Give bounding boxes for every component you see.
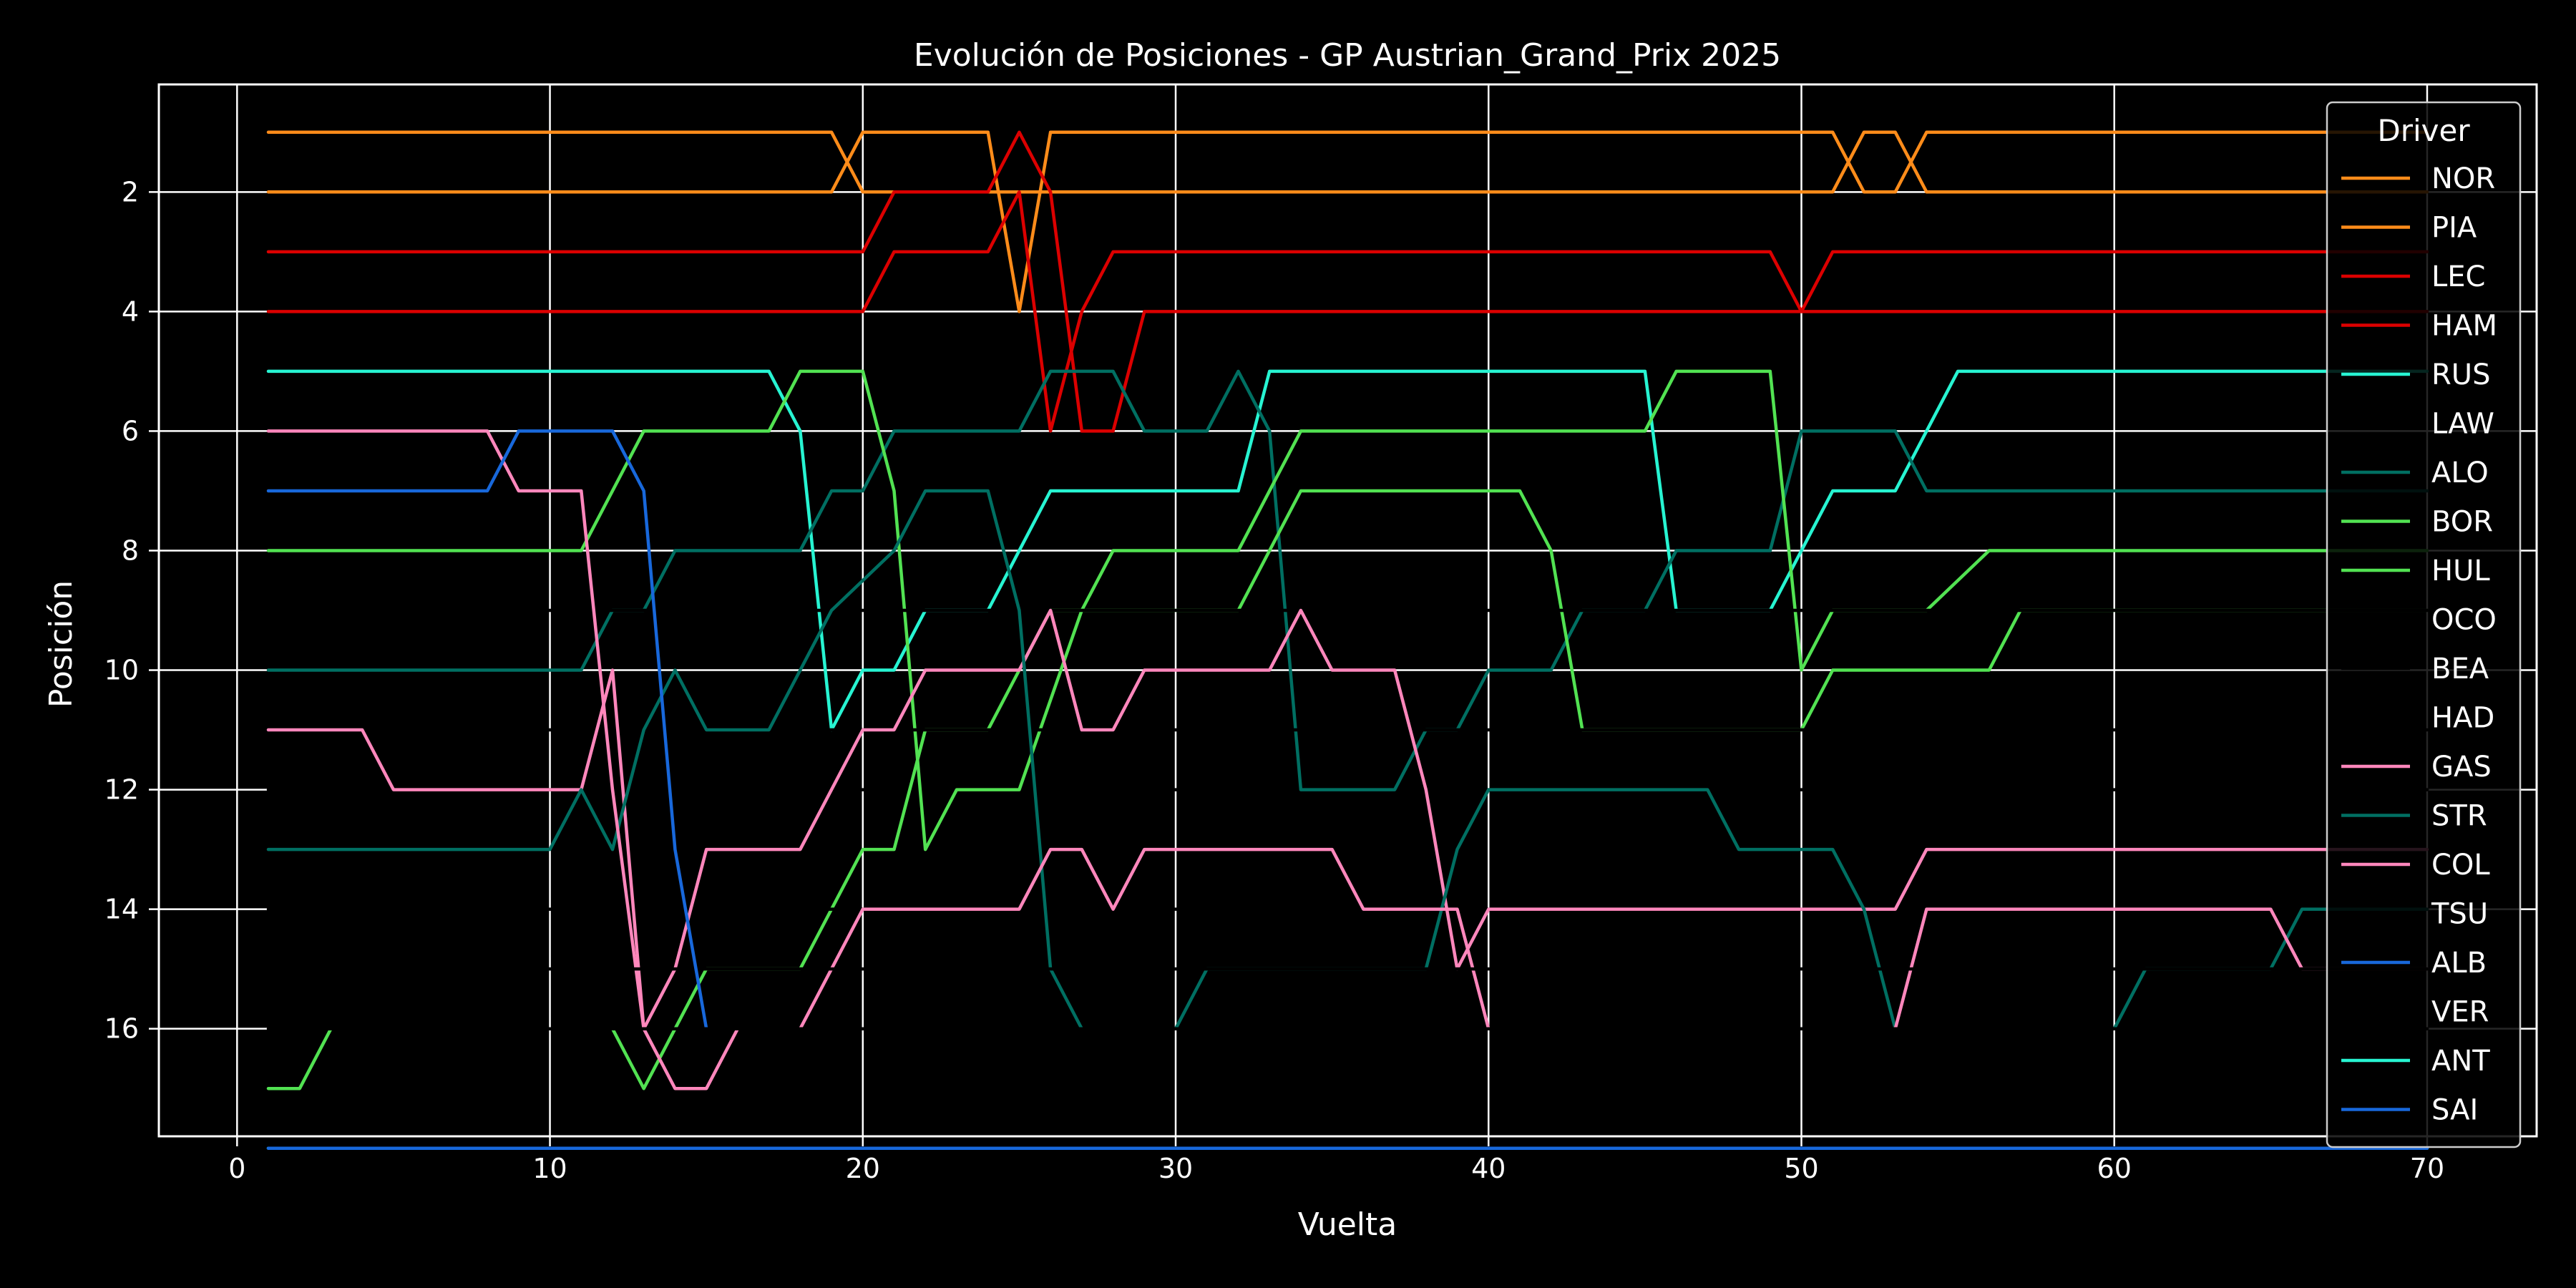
legend-label-hul: HUL [2431,555,2490,587]
chart-title: Evolución de Posiciones - GP Austrian_Gr… [914,37,1781,74]
legend: Driver NOR PIA LEC HAM RUS LAW ALO BOR HUL OCO BEA H… [2326,101,2522,1148]
legend-label-oco: OCO [2431,604,2497,637]
y-tick-label: 14 [104,894,139,925]
legend-label-alo: ALO [2431,457,2489,489]
series-line-alo [266,369,2429,791]
legend-title: Driver [2377,113,2470,148]
legend-label-gas: GAS [2431,751,2492,784]
legend-label-str: STR [2431,800,2487,833]
x-tick-label: 60 [2097,1153,2132,1184]
y-tick-label: 4 [122,296,139,327]
legend-label-ant: ANT [2431,1045,2490,1078]
legend-label-ver: VER [2431,996,2489,1029]
x-tick-label: 30 [1158,1153,1193,1184]
legend-label-had: HAD [2431,702,2494,735]
series-line-lec [266,130,2429,433]
legend-label-lec: LEC [2431,260,2486,293]
legend-label-rus: RUS [2431,358,2490,391]
legend-label-alb: ALB [2431,947,2487,980]
series-line-rus [266,369,2429,732]
legend-label-sai: SAI [2431,1094,2478,1127]
legend-label-col: COL [2431,849,2490,882]
y-tick-label: 10 [104,655,139,686]
legend-label-pia: PIA [2431,212,2477,245]
x-tick-label: 10 [532,1153,567,1184]
y-tick-label: 12 [104,774,139,806]
y-tick-label: 6 [122,415,139,447]
legend-label-bea: BEA [2431,653,2489,686]
y-tick-label: 8 [122,535,139,566]
legend-box [2326,101,2522,1148]
x-tick-label: 0 [228,1153,245,1184]
x-tick-label: 20 [846,1153,880,1184]
x-tick-label: 40 [1471,1153,1506,1184]
plot-frame [157,83,2538,1138]
series-line-pia [266,130,2429,313]
axes: 0 10 20 30 40 50 60 70 2 4 6 8 10 12 14 16 [104,83,2538,1184]
legend-label-nor: NOR [2431,162,2495,195]
x-tick-label: 50 [1784,1153,1818,1184]
legend-label-bor: BOR [2431,506,2493,539]
legend-label-ham: HAM [2431,310,2497,343]
y-tick-label: 2 [122,176,139,208]
legend-label-law: LAW [2431,408,2494,441]
x-axis-label: Vuelta [1298,1206,1397,1243]
legend-label-tsu: TSU [2431,898,2488,931]
y-axis-label: Posición [43,580,79,708]
y-tick-label: 16 [104,1013,139,1045]
series-lines [266,130,2429,1150]
x-tick-label: 70 [2410,1153,2444,1184]
series-line-alb [266,429,708,1030]
